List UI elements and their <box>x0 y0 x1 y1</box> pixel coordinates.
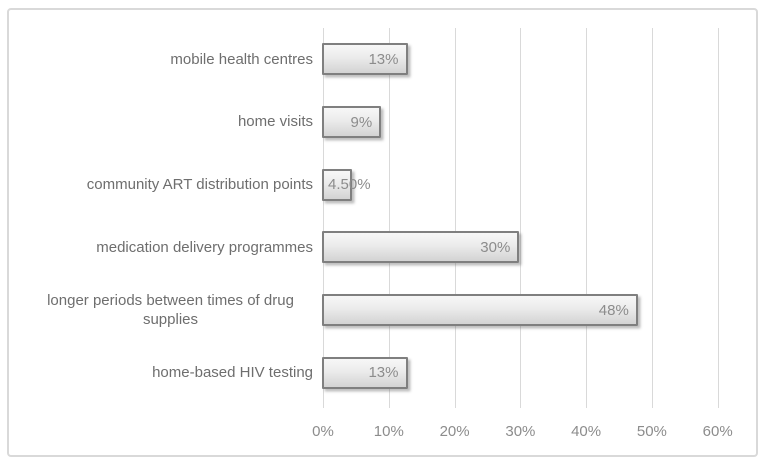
bar-value-label: 13% <box>368 364 399 382</box>
gridline <box>454 28 456 402</box>
bar: 48% <box>322 294 638 326</box>
category-label-row: longer periods between times of drug sup… <box>28 279 313 342</box>
bar: 13% <box>322 43 408 76</box>
category-label: home-based HIV testing <box>152 363 313 381</box>
category-label: community ART distribution points <box>86 175 313 193</box>
bar-value-label: 13% <box>368 50 399 68</box>
gridline <box>586 28 588 402</box>
bar-value-label: 48% <box>598 301 629 319</box>
bar: 9% <box>322 106 382 138</box>
gridline <box>717 28 719 402</box>
category-label: home visits <box>237 113 313 131</box>
category-label: longer periods between times of drug sup… <box>47 291 294 329</box>
tick-mark <box>520 402 522 408</box>
tick-mark <box>388 402 390 408</box>
category-label-row: community ART distribution points <box>28 153 313 216</box>
bar: 13% <box>322 356 408 389</box>
x-axis-tick-label: 0% <box>312 423 334 440</box>
gridline <box>520 28 522 402</box>
x-axis-tick-label: 20% <box>439 423 470 440</box>
bar: 30% <box>322 231 520 264</box>
category-label-row: home-based HIV testing <box>28 341 313 404</box>
tick-mark <box>717 402 719 408</box>
tick-mark <box>323 402 324 408</box>
x-axis-tick-label: 50% <box>636 423 667 440</box>
bar-value-label: 4.50% <box>328 176 371 194</box>
gridline <box>323 28 324 402</box>
x-axis-tick-label: 60% <box>702 423 733 440</box>
category-label-row: medication delivery programmes <box>28 216 313 279</box>
category-label-row: home visits <box>28 91 313 154</box>
gridline <box>388 28 390 402</box>
x-axis-tick-label: 40% <box>571 423 602 440</box>
bar: 4.50% <box>322 168 371 201</box>
bar-value-label: 9% <box>350 113 373 131</box>
tick-mark <box>454 402 456 408</box>
x-axis-tick-label: 10% <box>373 423 404 440</box>
category-label: medication delivery programmes <box>96 238 313 256</box>
tick-mark <box>586 402 588 408</box>
bar-value-label: 30% <box>480 238 511 256</box>
category-label: mobile health centres <box>170 50 313 68</box>
category-label-row: mobile health centres <box>28 28 313 91</box>
tick-mark <box>651 402 653 408</box>
x-axis-tick-label: 30% <box>505 423 536 440</box>
gridline <box>651 28 653 402</box>
